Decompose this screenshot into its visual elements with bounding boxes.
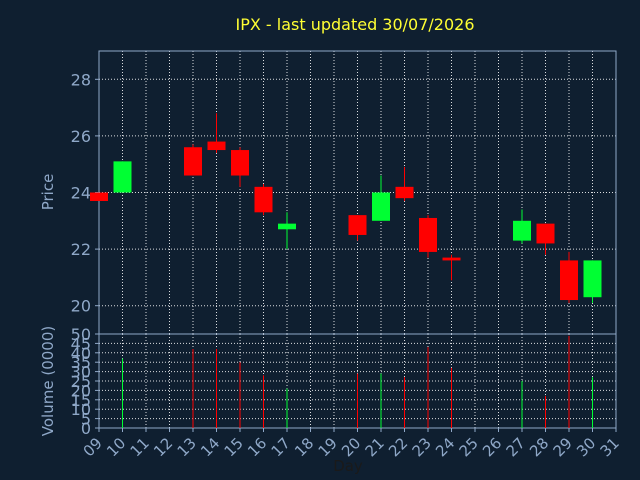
candle-body xyxy=(113,161,132,193)
volume-tick-label: 40 xyxy=(71,344,91,363)
candle-body xyxy=(395,186,414,199)
volume-tick-label: 30 xyxy=(71,363,91,382)
candle-body xyxy=(536,223,555,244)
candle-body xyxy=(207,141,226,151)
price-axis-label: Price xyxy=(39,174,57,211)
volume-axis-label: Volume (0000) xyxy=(39,326,57,436)
volume-tick-label: 0 xyxy=(81,419,91,438)
candle-body xyxy=(513,220,531,241)
volume-tick-label: 50 xyxy=(71,325,91,344)
candle-body xyxy=(231,150,249,176)
day-axis-label: Day xyxy=(333,457,363,475)
candle-body xyxy=(348,215,367,235)
volume-tick-label: 15 xyxy=(71,391,91,410)
candle-body xyxy=(583,260,602,298)
volume-tick-label: 20 xyxy=(71,381,91,400)
volume-tick-label: 25 xyxy=(71,372,91,391)
candle-body xyxy=(442,257,461,261)
candle-body xyxy=(278,223,296,230)
volume-tick-label: 45 xyxy=(71,334,91,353)
candle-body xyxy=(372,192,390,221)
candle-body xyxy=(419,217,437,252)
price-tick-label: 28 xyxy=(71,70,91,89)
candle-body xyxy=(184,147,202,176)
candle-body xyxy=(254,186,273,213)
price-tick-label: 20 xyxy=(71,297,91,316)
price-tick-label: 24 xyxy=(71,184,91,203)
candle-body xyxy=(90,192,108,201)
candle-body xyxy=(560,260,578,301)
price-tick-label: 26 xyxy=(71,127,91,146)
price-tick-label: 22 xyxy=(71,240,91,259)
volume-tick-label: 5 xyxy=(81,410,91,429)
volume-tick-label: 10 xyxy=(71,400,91,419)
volume-tick-label: 35 xyxy=(71,353,91,372)
chart-title: IPX - last updated 30/07/2026 xyxy=(235,15,474,34)
